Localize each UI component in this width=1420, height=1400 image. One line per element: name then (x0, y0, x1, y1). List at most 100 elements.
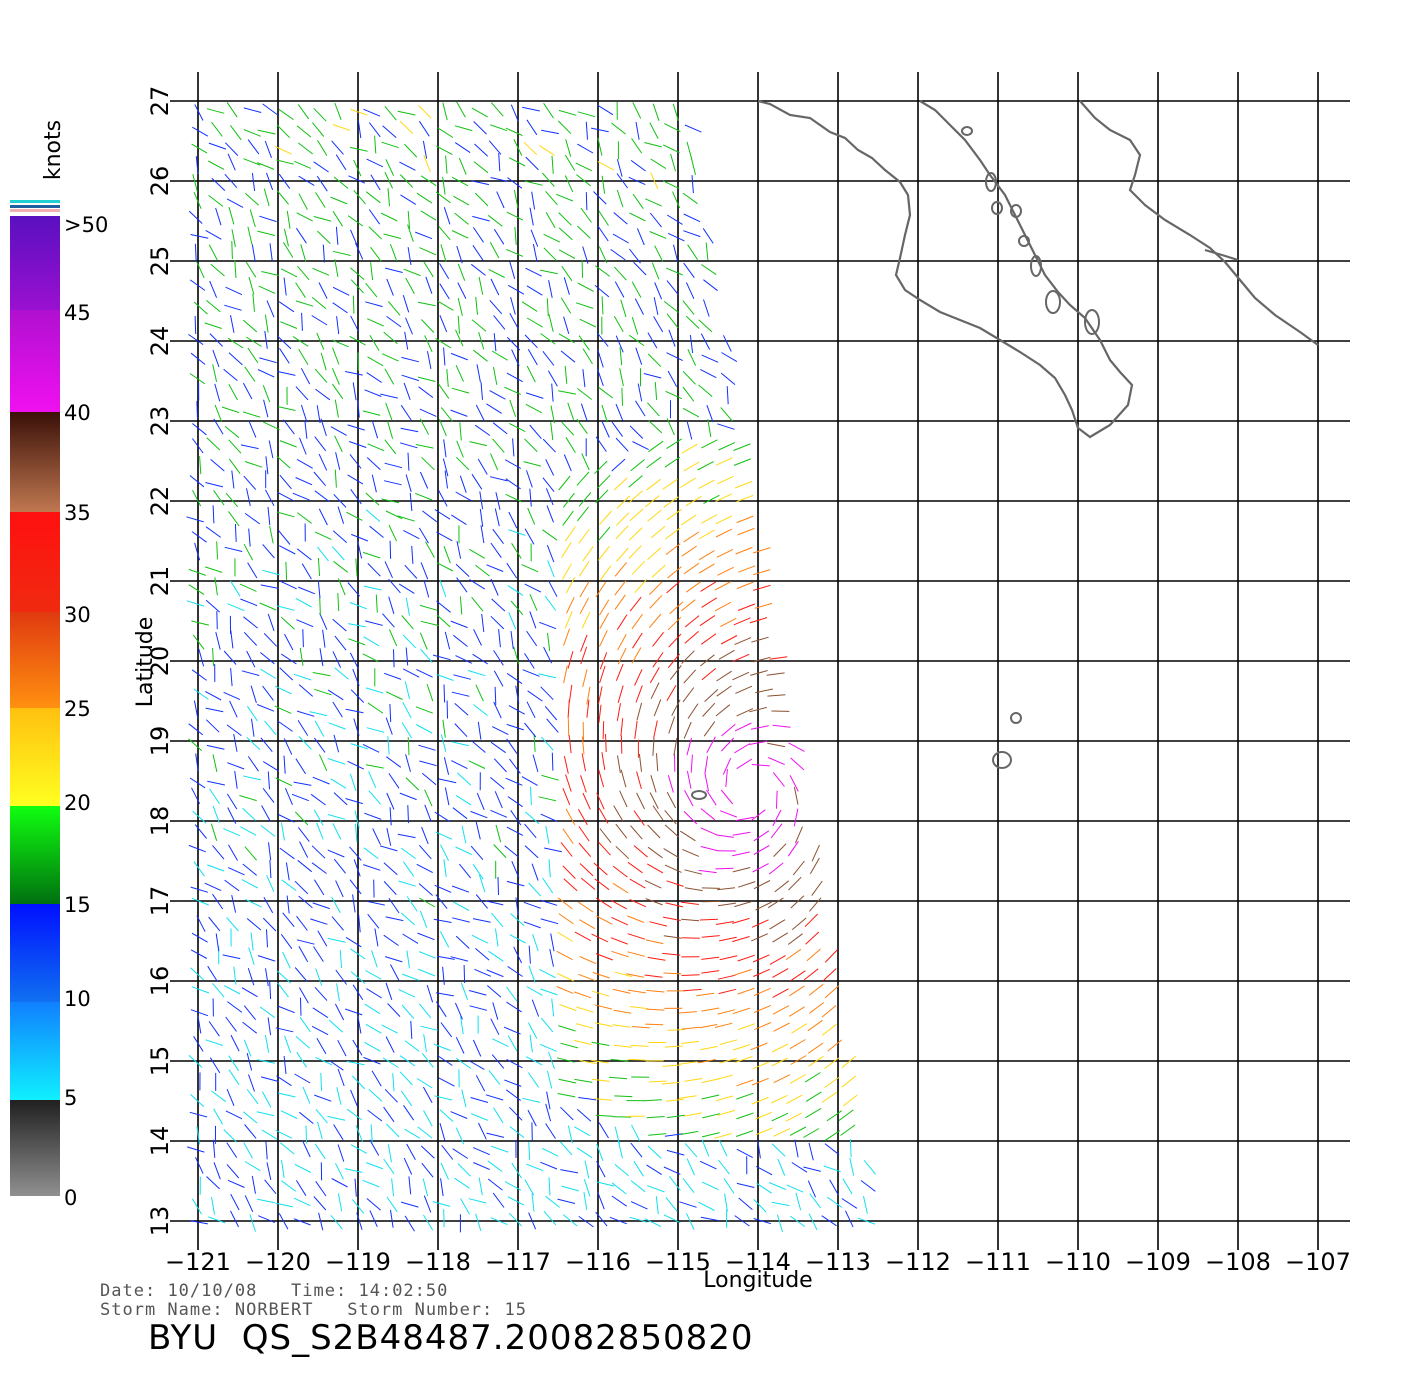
wind-vector (701, 668, 717, 681)
wind-vector (417, 968, 435, 977)
wind-vector (698, 1201, 715, 1211)
wind-vector (652, 631, 664, 647)
wind-vector (369, 335, 380, 352)
wind-vector (528, 882, 542, 897)
wind-vector (286, 210, 291, 229)
wind-vector (666, 214, 683, 225)
wind-vector (452, 1148, 469, 1159)
wind-vector (490, 741, 506, 754)
wind-vector (295, 1036, 310, 1049)
wind-vector (666, 1114, 685, 1119)
wind-vector (509, 422, 526, 433)
wind-vector (546, 545, 555, 563)
wind-vector (594, 878, 610, 891)
wind-vector (433, 1043, 451, 1052)
wind-vector (506, 562, 518, 579)
wind-vector (563, 628, 570, 646)
wind-vector (390, 964, 400, 981)
wind-vector (521, 301, 538, 312)
wind-vector (478, 1122, 487, 1140)
wind-vector (615, 663, 624, 681)
wind-vector (473, 629, 482, 646)
wind-vector (407, 247, 412, 265)
wind-vector (193, 688, 209, 700)
wind-vector (419, 760, 437, 767)
wind-vector (543, 646, 553, 664)
wind-vector (579, 863, 594, 877)
wind-vector (680, 1130, 699, 1135)
wind-vector (369, 1210, 378, 1228)
wind-vector (334, 102, 342, 120)
wind-vector (560, 1106, 574, 1121)
wind-vector (665, 390, 683, 400)
lat-tick-label: 17 (146, 886, 174, 917)
wind-vector (573, 991, 592, 999)
wind-vector (559, 1004, 577, 1012)
wind-vector (545, 459, 555, 476)
wind-vector (576, 471, 590, 486)
wind-vector (701, 264, 717, 276)
wind-vector (492, 528, 504, 544)
wind-vector (620, 769, 627, 788)
wind-vector (681, 443, 698, 454)
wind-vector (456, 577, 468, 593)
wind-vector (699, 1024, 718, 1029)
wind-vector (438, 490, 448, 507)
wind-vector (666, 580, 681, 594)
wind-vector (451, 176, 469, 187)
wind-vector (451, 387, 470, 394)
wind-vector (701, 439, 718, 449)
wind-vector (732, 851, 750, 857)
wind-vector (490, 278, 500, 296)
wind-vector (370, 246, 382, 262)
wind-vector (348, 175, 366, 184)
wind-vector (652, 737, 655, 756)
wind-vector (824, 1057, 840, 1069)
wind-vector (334, 435, 343, 453)
wind-vector (188, 210, 203, 224)
wind-vector (612, 865, 628, 878)
wind-vector (684, 631, 699, 644)
wind-vector (721, 723, 736, 737)
wind-vector (405, 597, 410, 616)
wind-vector (772, 932, 789, 943)
date-label: Date: (100, 1281, 157, 1301)
wind-vector (601, 420, 610, 438)
wind-vector (574, 1126, 591, 1137)
wind-vector (737, 987, 755, 995)
wind-vector (283, 419, 295, 435)
wind-vector (734, 1056, 753, 1063)
wind-vector (615, 512, 630, 526)
wind-vector (647, 332, 658, 349)
wind-vector (190, 886, 209, 893)
wind-vector (312, 1007, 329, 1019)
wind-vector (528, 945, 531, 964)
wind-vector (249, 209, 256, 228)
wind-vector (809, 897, 822, 912)
wind-vector (563, 316, 570, 335)
wind-vector (807, 1019, 823, 1032)
wind-vector (297, 265, 310, 281)
wind-vector (578, 1097, 597, 1101)
wind-vector (314, 1143, 326, 1160)
wind-vector (532, 754, 539, 773)
wind-vector (424, 804, 432, 822)
wind-vector (352, 894, 356, 913)
colorbar-band-0-5 (10, 1100, 60, 1196)
wind-vector (526, 119, 538, 136)
wind-vector (364, 1041, 381, 1052)
wind-vector (475, 564, 490, 577)
wind-vector (564, 175, 574, 193)
wind-vector (417, 932, 435, 941)
wind-vector (366, 1198, 381, 1211)
wind-vector (682, 1178, 695, 1194)
wind-vector (507, 965, 523, 977)
wind-vector (495, 824, 502, 843)
wind-vector (561, 265, 573, 282)
wind-vector (594, 1004, 613, 1010)
wind-vector (257, 1059, 276, 1064)
wind-vector (205, 229, 222, 240)
wind-vector (581, 611, 591, 629)
wind-vector (736, 1092, 754, 1100)
wind-vector (558, 109, 577, 116)
